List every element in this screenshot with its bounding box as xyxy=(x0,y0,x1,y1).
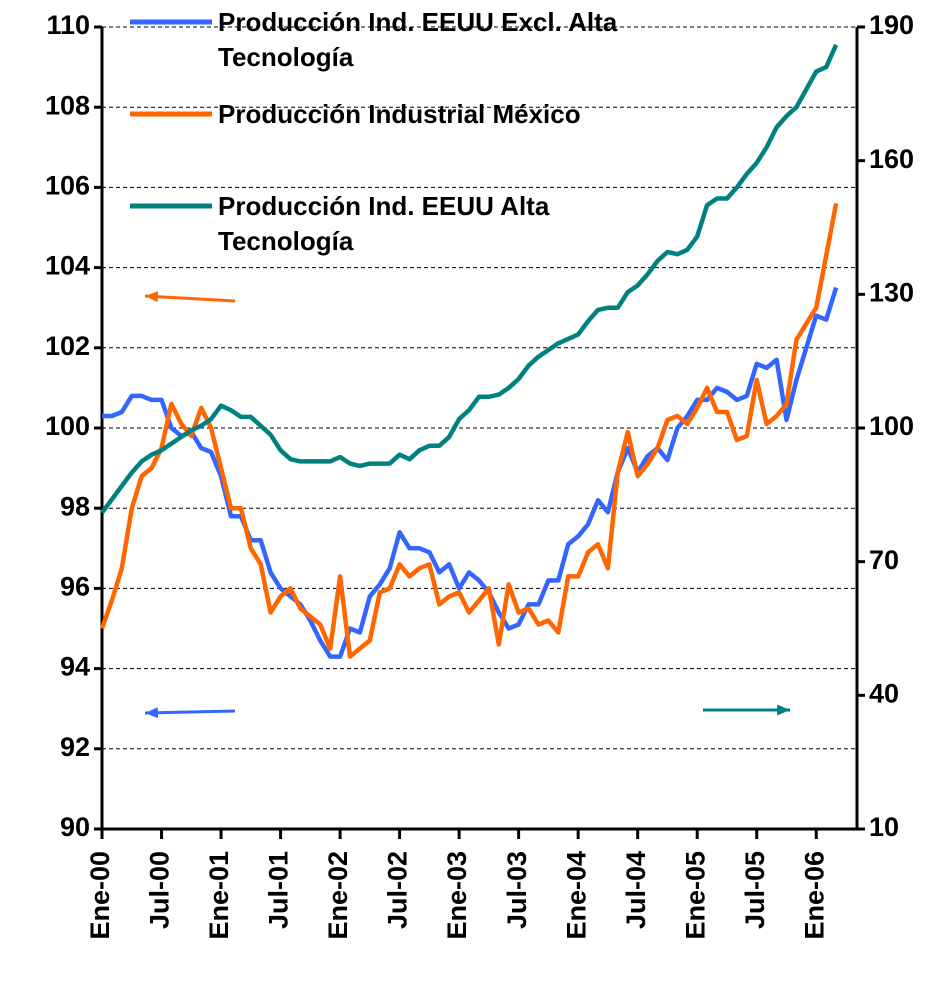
series-line xyxy=(100,43,839,515)
y2-tick-label: 70 xyxy=(869,545,899,575)
y2-tick-label: 190 xyxy=(869,10,914,40)
x-tick-label: Ene-06 xyxy=(799,851,829,940)
y2-tick-label: 100 xyxy=(869,411,914,441)
x-tick-label: Ene-05 xyxy=(680,851,710,940)
x-tick-label: Jul-03 xyxy=(502,851,532,929)
y-tick-label: 90 xyxy=(60,812,90,842)
y2-tick-label: 160 xyxy=(869,144,914,174)
arrow-left-axis-head xyxy=(145,707,159,719)
y2-tick-label: 40 xyxy=(869,678,899,708)
y-tick-label: 102 xyxy=(45,331,90,361)
x-tick-label: Ene-00 xyxy=(85,851,115,940)
y-tick-label: 104 xyxy=(45,251,90,281)
y-tick-label: 100 xyxy=(45,411,90,441)
arrow-left-axis-head xyxy=(145,291,159,303)
x-tick-label: Ene-01 xyxy=(204,851,234,940)
arrow-left-axis xyxy=(144,709,236,715)
x-tick-label: Ene-03 xyxy=(442,851,472,940)
legend-label: Producción Industrial México xyxy=(218,99,581,129)
legend-label: Producción Ind. EEUU Alta Tecnología xyxy=(218,191,550,256)
legend-label: Producción Ind. EEUU Excl. Alta Tecnolog… xyxy=(218,7,618,72)
x-tick-label: Jul-05 xyxy=(740,851,770,929)
series-line xyxy=(99,202,839,659)
x-tick-label: Jul-01 xyxy=(264,851,294,929)
y-tick-label: 98 xyxy=(60,491,90,521)
x-tick-label: Ene-04 xyxy=(561,851,591,940)
arrow-right-axis-head xyxy=(777,704,790,716)
x-tick-label: Jul-04 xyxy=(621,851,651,929)
y-tick-label: 92 xyxy=(60,732,90,762)
y-tick-label: 110 xyxy=(46,10,90,40)
y2-tick-label: 10 xyxy=(869,812,899,842)
y-tick-label: 106 xyxy=(45,171,90,201)
arrow-left-axis xyxy=(144,294,236,303)
x-tick-label: Jul-00 xyxy=(145,851,175,929)
x-tick-label: Ene-02 xyxy=(323,851,353,940)
y2-tick-label: 130 xyxy=(869,277,914,307)
x-tick-label: Jul-02 xyxy=(383,851,413,929)
y-tick-label: 108 xyxy=(45,90,90,120)
series-line xyxy=(102,286,839,659)
y-tick-label: 96 xyxy=(60,572,90,602)
y-tick-label: 94 xyxy=(60,652,90,682)
